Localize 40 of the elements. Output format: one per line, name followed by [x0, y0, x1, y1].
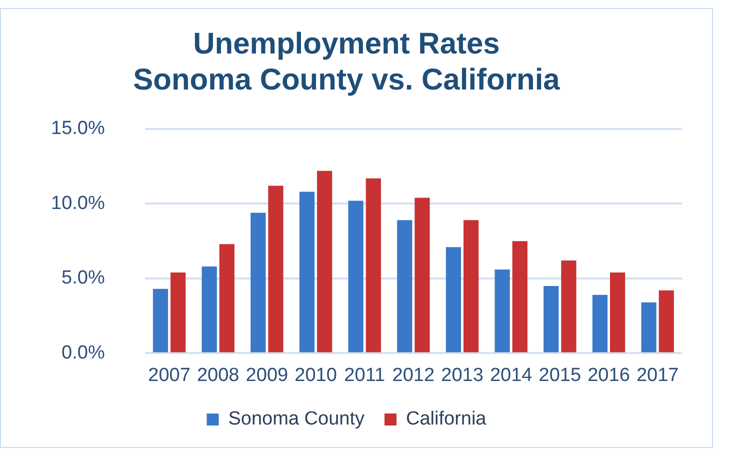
- bar: [592, 294, 608, 352]
- bar: [610, 272, 626, 352]
- bar: [219, 244, 234, 352]
- legend-label: California: [406, 408, 487, 430]
- y-tick-label: 15.0%: [51, 118, 105, 140]
- x-tick-label: 2007: [148, 364, 190, 386]
- bar: [641, 302, 656, 352]
- x-tick-label: 2013: [441, 364, 484, 386]
- bar: [250, 212, 266, 352]
- x-tick-label: 2012: [392, 364, 435, 386]
- y-tick-label: 10.0%: [51, 192, 105, 214]
- bar: [299, 192, 315, 352]
- bar: [463, 220, 479, 352]
- y-tick-label: 0.0%: [62, 342, 105, 364]
- x-tick-label: 2015: [538, 364, 582, 386]
- bar: [512, 241, 528, 352]
- bar: [494, 270, 510, 352]
- bar: [446, 247, 462, 352]
- bar: [544, 286, 559, 352]
- bar: [658, 290, 674, 352]
- x-tick-label: 2011: [344, 364, 386, 386]
- bar: [268, 186, 284, 352]
- x-tick-label: 2009: [246, 364, 288, 386]
- chart-title: Unemployment Rates Sonoma County vs. California: [133, 27, 560, 96]
- bar: [170, 272, 186, 352]
- x-tick-label: 2014: [490, 364, 533, 386]
- bar: [414, 198, 430, 352]
- x-tick-label: 2010: [294, 364, 337, 386]
- legend-label: Sonoma County: [228, 408, 365, 430]
- y-tick-label: 5.0%: [62, 268, 105, 289]
- x-tick-label: 2008: [196, 364, 240, 386]
- bar: [317, 170, 332, 352]
- bar: [397, 220, 412, 352]
- bar: [348, 200, 364, 352]
- bar: [366, 178, 381, 352]
- bar: [561, 260, 576, 352]
- x-tick-label: 2016: [588, 364, 630, 386]
- bar: [152, 288, 168, 352]
- bar: [202, 266, 217, 352]
- x-tick-label: 2017: [636, 364, 679, 386]
